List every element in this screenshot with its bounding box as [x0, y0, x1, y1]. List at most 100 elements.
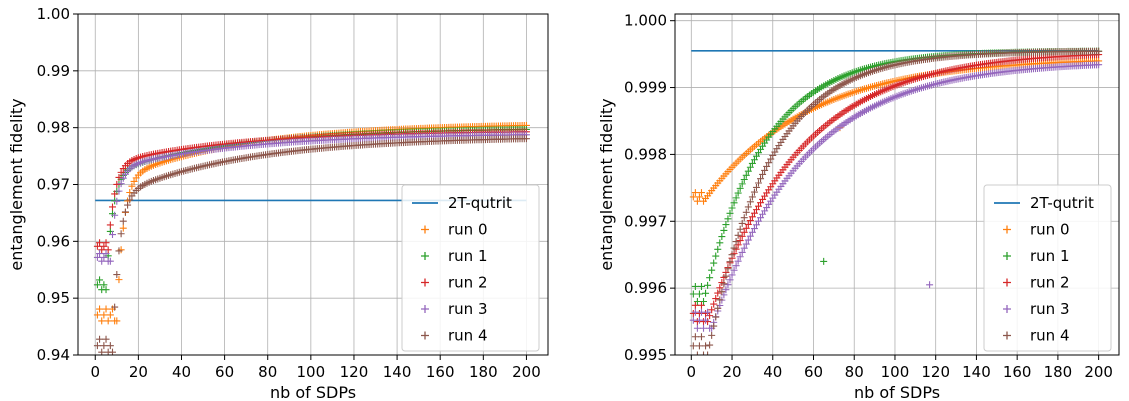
x-tick-label: 180 — [469, 363, 498, 381]
data-point — [738, 232, 746, 240]
data-point — [746, 232, 754, 240]
data-point — [121, 208, 129, 216]
data-point — [740, 228, 748, 236]
data-point — [746, 198, 754, 206]
data-point — [691, 189, 699, 197]
data-point — [522, 135, 530, 143]
y-tick-label: 0.96 — [37, 232, 70, 250]
data-point — [98, 246, 106, 254]
data-point — [117, 180, 125, 188]
data-point — [742, 224, 750, 232]
data-point — [740, 244, 748, 252]
data-point — [736, 184, 744, 192]
data-point — [695, 193, 703, 201]
data-point — [695, 290, 703, 298]
legend-marker — [1003, 278, 1011, 287]
y-tick-label: 0.95 — [37, 289, 70, 307]
data-point — [102, 335, 110, 343]
data-point — [100, 281, 108, 289]
y-tick-label: 0.999 — [624, 79, 667, 97]
data-point — [96, 276, 104, 284]
data-point — [98, 317, 106, 325]
data-point — [746, 163, 754, 171]
data-point — [744, 203, 752, 211]
x-tick-label: 60 — [804, 363, 823, 381]
y-tick-label: 0.97 — [37, 176, 70, 194]
data-point — [108, 203, 116, 211]
data-point — [748, 228, 756, 236]
data-point — [111, 303, 119, 311]
data-point — [695, 342, 703, 350]
series-run-3 — [689, 61, 1103, 332]
data-point — [714, 289, 722, 297]
data-point — [697, 301, 705, 309]
data-point — [700, 324, 708, 332]
data-point — [119, 217, 127, 225]
y-tick-label: 0.996 — [624, 279, 667, 297]
data-point — [689, 290, 697, 298]
data-point — [117, 168, 125, 176]
y-tick-label: 0.94 — [37, 346, 70, 364]
y-tick-label: 1.000 — [624, 12, 667, 30]
data-point — [104, 317, 112, 325]
y-axis-label: entanglement fidelity — [7, 98, 26, 270]
data-point — [702, 316, 710, 324]
data-point — [738, 219, 746, 227]
data-point — [702, 342, 710, 350]
data-point — [93, 253, 101, 261]
legend-marker — [1003, 305, 1011, 313]
data-point — [720, 280, 728, 288]
data-point — [736, 225, 744, 233]
x-tick-label: 60 — [215, 363, 234, 381]
data-point — [700, 351, 708, 355]
legend-label: run 0 — [448, 221, 488, 239]
data-point — [738, 248, 746, 256]
x-axis-label: nb of SDPs — [270, 383, 356, 401]
legend-marker — [421, 225, 429, 234]
data-point — [708, 266, 716, 274]
y-tick-label: 0.98 — [37, 119, 70, 137]
data-point — [93, 242, 101, 250]
data-point — [710, 259, 718, 267]
data-point — [111, 211, 119, 219]
series-run-2 — [689, 51, 1103, 326]
data-point — [726, 209, 734, 217]
data-point — [728, 251, 736, 259]
data-point — [763, 162, 771, 170]
data-point — [738, 180, 746, 188]
data-point — [767, 155, 775, 163]
axes-frame — [674, 13, 1120, 356]
data-point — [102, 239, 110, 247]
data-point — [697, 189, 705, 197]
data-point — [728, 271, 736, 279]
data-point — [750, 188, 758, 196]
data-point — [691, 282, 699, 290]
y-tick-label: 0.99 — [37, 62, 70, 80]
x-axis-label: nb of SDPs — [854, 383, 940, 401]
x-tick-label: 140 — [383, 363, 412, 381]
x-tick-label: 160 — [426, 363, 455, 381]
data-point — [712, 313, 720, 321]
legend-frame — [983, 184, 1112, 352]
data-point — [693, 351, 701, 355]
chart-panel-right: 0 20 40 60 80 100 120 140 160 180 200 0.995 0.996 0.9… — [597, 12, 1120, 401]
data-point — [108, 231, 116, 239]
data-point — [736, 253, 744, 261]
series-run-0 — [689, 57, 1103, 205]
data-point — [700, 298, 708, 306]
data-point — [750, 156, 758, 164]
data-point — [742, 240, 750, 248]
data-point — [744, 167, 752, 175]
y-tick-label: 0.995 — [624, 346, 667, 364]
data-point — [693, 298, 701, 306]
data-point — [732, 194, 740, 202]
data-point — [734, 257, 742, 265]
chart-panel-left: 0 20 40 60 80 100 120 140 160 180 200 0.94 0.95 0.96 0… — [7, 5, 549, 401]
data-point — [748, 159, 756, 167]
data-point — [742, 208, 750, 216]
data-point — [708, 306, 716, 314]
legend-marker — [421, 278, 429, 287]
data-point — [759, 170, 767, 178]
data-point — [748, 193, 756, 201]
